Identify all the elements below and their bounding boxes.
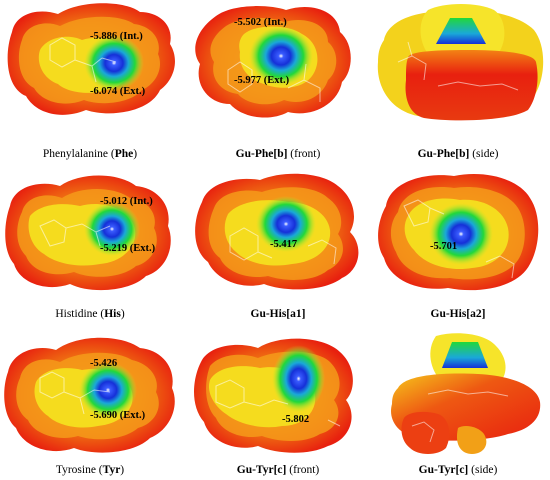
esp-value: -5.417 bbox=[270, 239, 298, 250]
esp-surface-gu-tyr-c-front: -5.802 bbox=[188, 330, 368, 458]
caption-tyr: Tyrosine (Tyr) bbox=[55, 464, 125, 476]
caption-gu-his-a1: Gu-His[a1] bbox=[250, 308, 306, 320]
esp-surface-gu-his-a2: -5.701 bbox=[368, 166, 550, 296]
caption-gu-tyr-c-side: Gu-Tyr[c] (side) bbox=[418, 464, 498, 476]
esp-value-int: -5.502 (Int.) bbox=[234, 17, 287, 28]
esp-value-ext: -6.074 (Ext.) bbox=[90, 86, 146, 97]
caption-gu-phe-b-side: Gu-Phe[b] (side) bbox=[417, 148, 499, 160]
esp-value: -5.701 bbox=[430, 241, 458, 252]
caption-gu-phe-b-front: Gu-Phe[b] (front) bbox=[235, 148, 321, 160]
esp-value-ext: -5.690 (Ext.) bbox=[90, 410, 146, 421]
esp-value-ext: -5.977 (Ext.) bbox=[234, 75, 290, 86]
caption-gu-his-a2: Gu-His[a2] bbox=[430, 308, 486, 320]
esp-value: -5.802 bbox=[282, 414, 310, 425]
esp-value-ext: -5.219 (Ext.) bbox=[100, 243, 156, 254]
esp-surface-his: -5.012 (Int.) -5.219 (Ext.) bbox=[0, 166, 180, 296]
esp-surface-tyr: -5.426 -5.690 (Ext.) bbox=[0, 330, 180, 458]
caption-gu-tyr-c-front: Gu-Tyr[c] (front) bbox=[236, 464, 320, 476]
esp-surface-phe: -5.886 (Int.) -6.074 (Ext.) bbox=[0, 0, 180, 125]
caption-phe: Phenylalanine (Phe) bbox=[42, 148, 138, 160]
caption-his: Histidine (His) bbox=[55, 308, 125, 320]
esp-surface-gu-tyr-c-side bbox=[368, 330, 550, 458]
esp-value-int: -5.012 (Int.) bbox=[100, 196, 153, 207]
esp-surface-gu-phe-b-front: -5.502 (Int.) -5.977 (Ext.) bbox=[188, 0, 368, 125]
esp-value-int: -5.426 bbox=[90, 358, 118, 369]
esp-value-int: -5.886 (Int.) bbox=[90, 31, 143, 42]
esp-surface-gu-phe-b-side bbox=[368, 0, 550, 125]
esp-surface-gu-his-a1: -5.417 bbox=[188, 166, 368, 296]
